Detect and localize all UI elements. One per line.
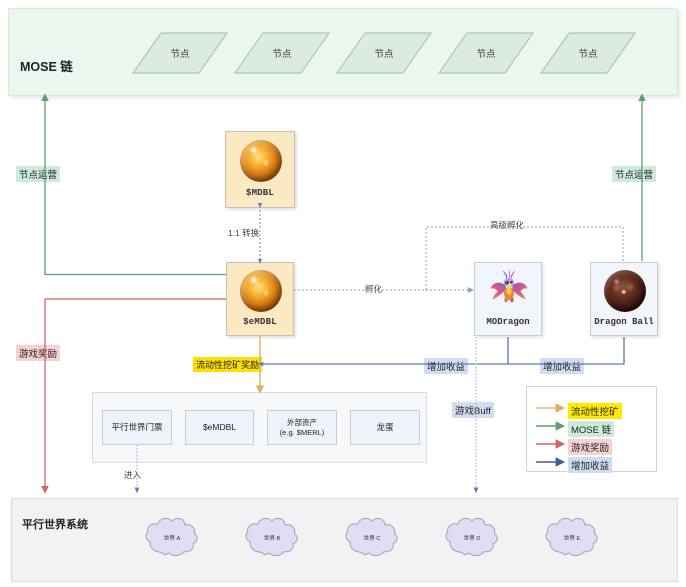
svg-text:节点: 节点 — [578, 49, 598, 60]
svg-text:节点: 节点 — [374, 49, 394, 60]
svg-text:节点: 节点 — [272, 49, 292, 60]
svg-text:节点: 节点 — [170, 49, 190, 60]
svg-text:节点: 节点 — [476, 49, 496, 60]
